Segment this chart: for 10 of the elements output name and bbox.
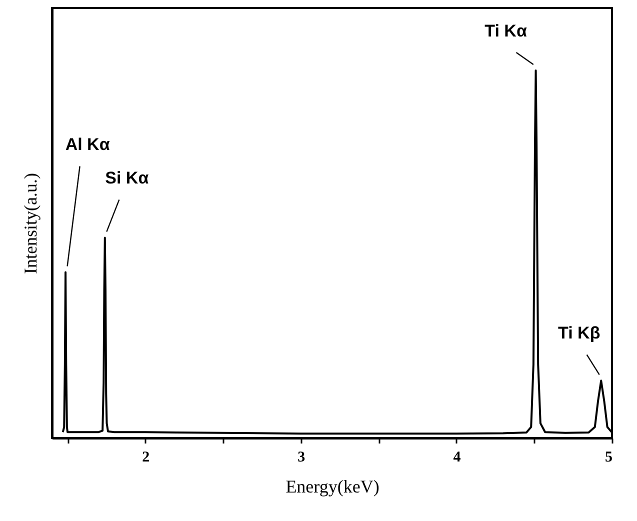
annotation: Ti Kβ: [558, 324, 600, 343]
annotation: Al Kα: [65, 135, 110, 154]
x-tick-label: 5: [605, 450, 612, 466]
x-tick-label: 4: [453, 450, 462, 466]
annotation: Ti Kα: [484, 21, 528, 40]
x-tick-label: 2: [142, 450, 150, 466]
annotation: Si Kα: [105, 168, 150, 188]
x-axis-title: Energy(keV): [286, 476, 380, 496]
x-tick-label: 3: [298, 450, 306, 466]
y-axis-title: Intensity(a.u.): [20, 173, 40, 274]
